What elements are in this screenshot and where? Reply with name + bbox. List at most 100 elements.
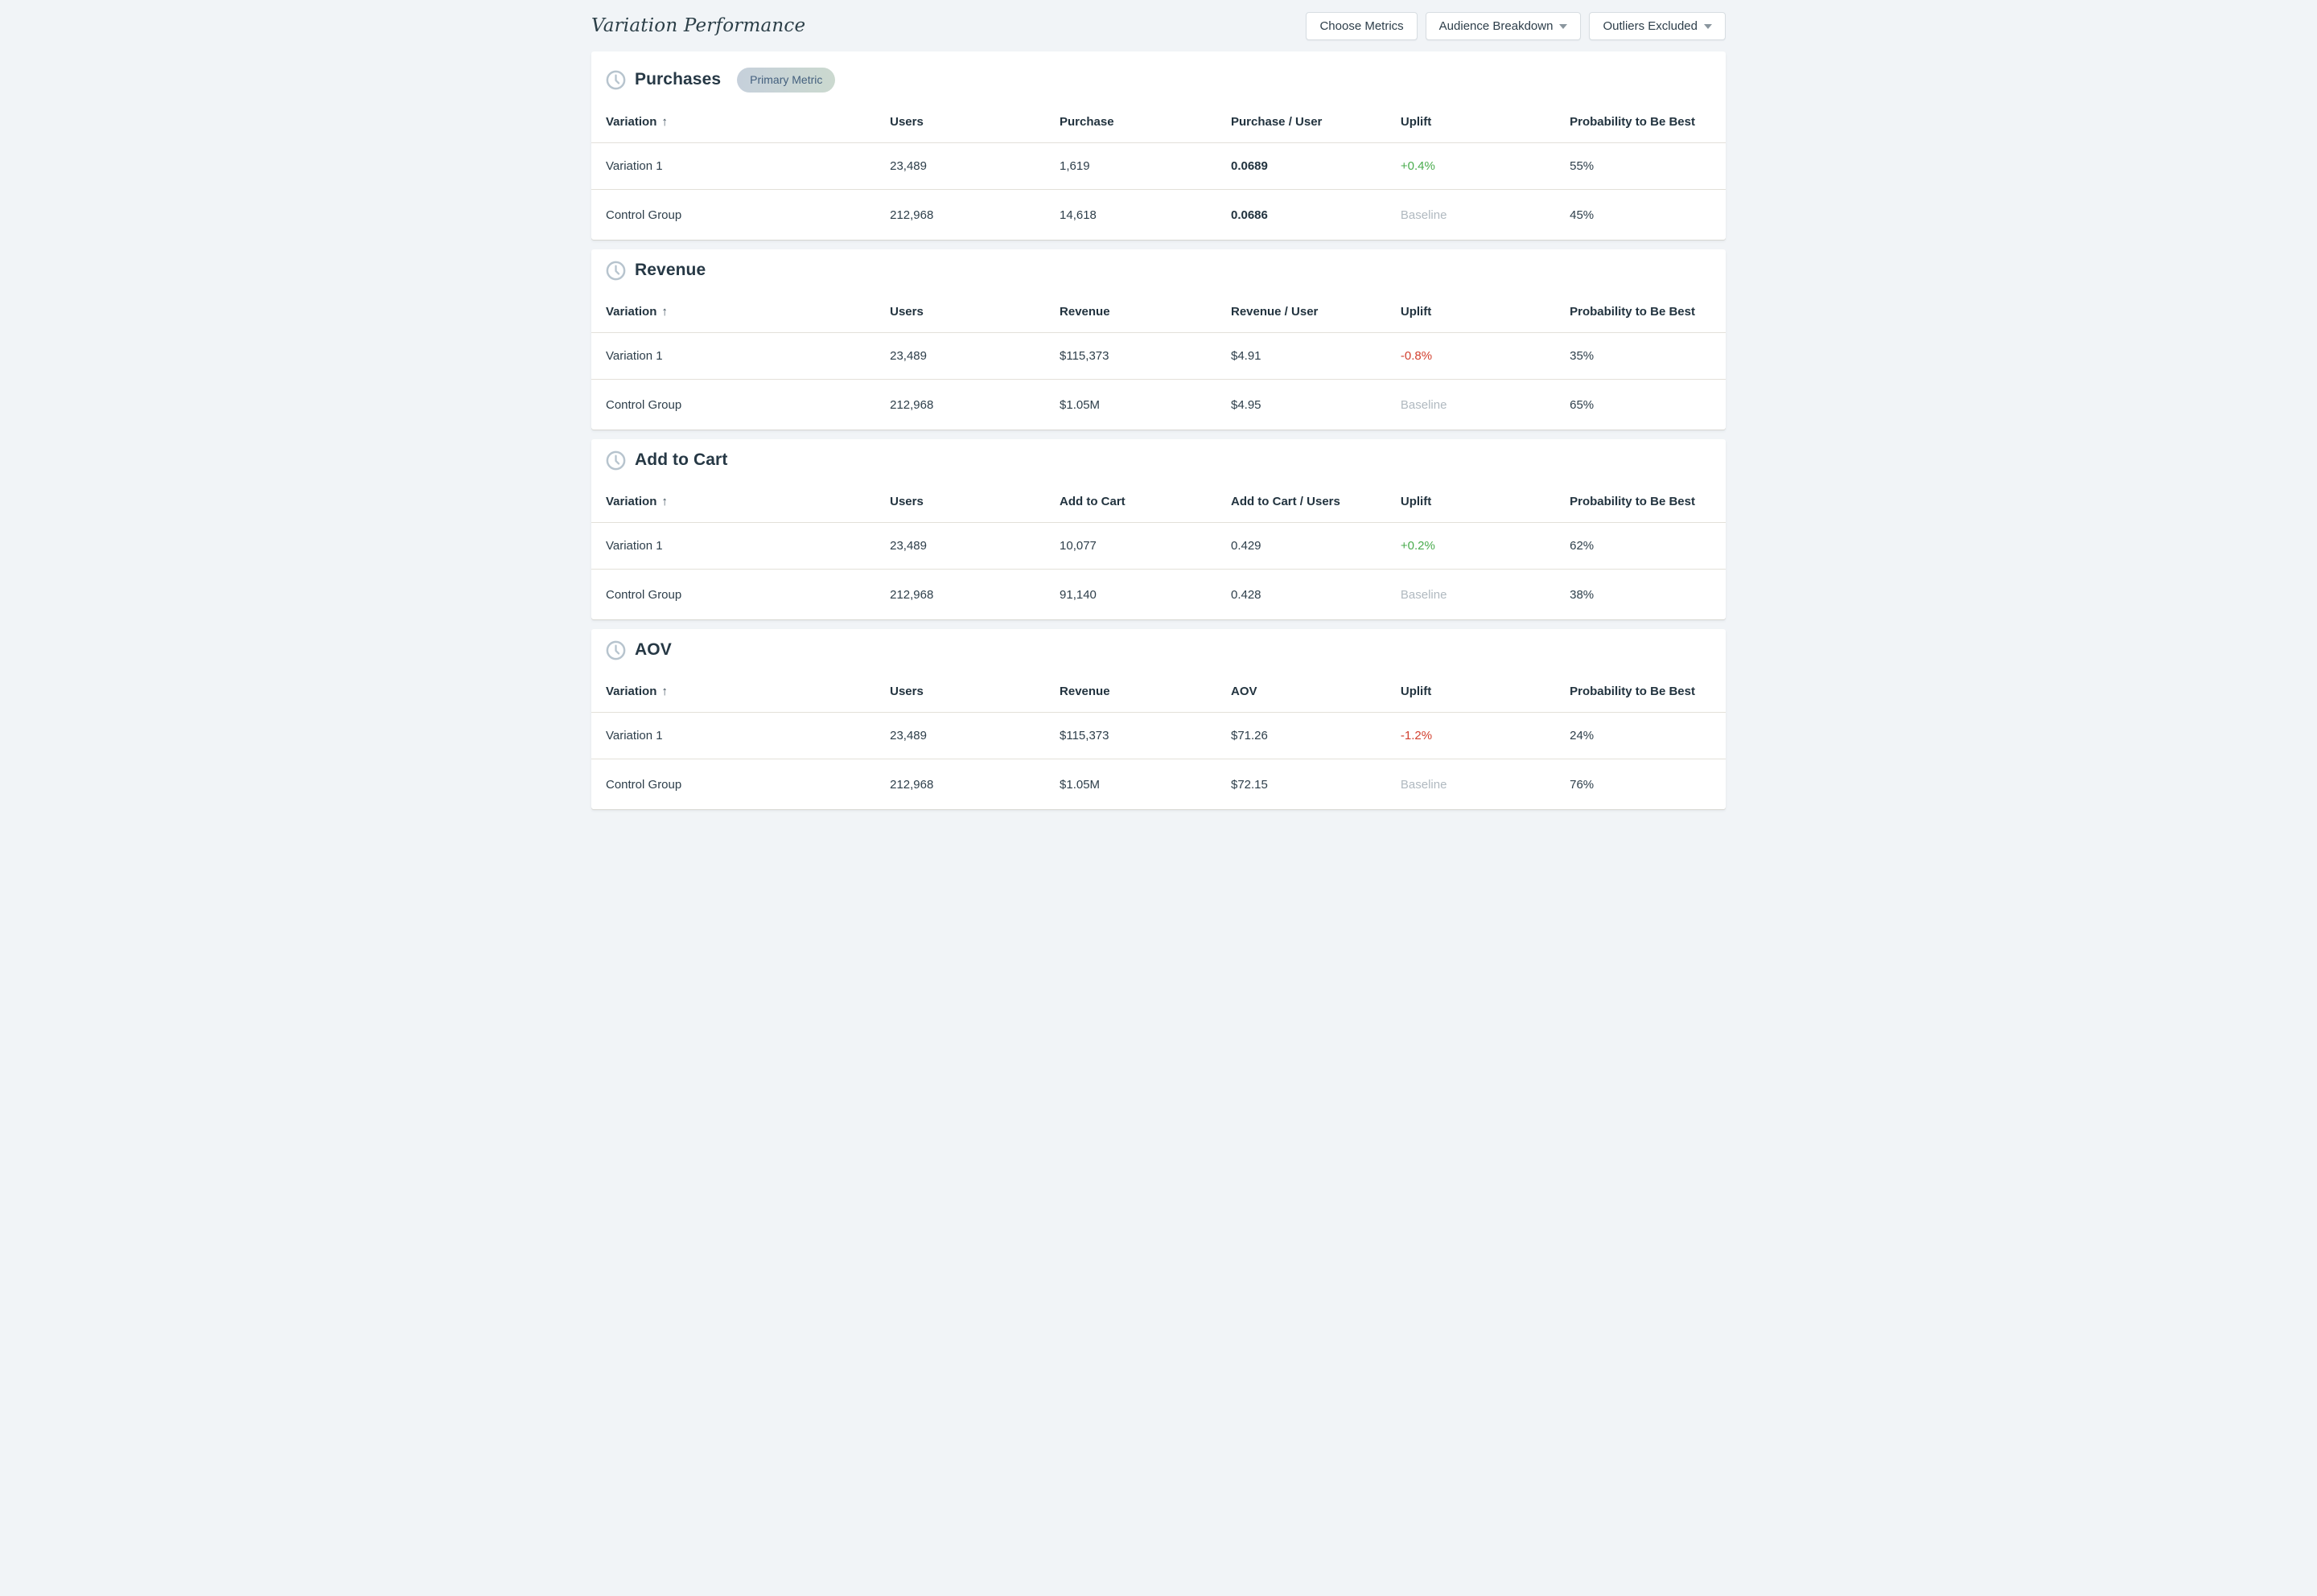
table-row: Control Group 212,968 $1.05M $72.15 Base…	[591, 759, 1726, 809]
cell-users: 23,489	[890, 349, 927, 363]
table-header-row: Variation ↑ Users Revenue Revenue / User …	[591, 291, 1726, 333]
column-header: Uplift	[1400, 495, 1432, 508]
cell-users: 212,968	[890, 208, 934, 222]
table-header-row: Variation ↑ Users Purchase Purchase / Use…	[591, 101, 1726, 143]
column-header: Uplift	[1400, 685, 1432, 698]
table-body: Variation 1 23,489 $115,373 $4.91 -0.8% …	[591, 333, 1726, 430]
metric-card: Add to Cart Variation ↑ Users Add to Cart…	[591, 439, 1726, 619]
cell-metric-per-user: 0.429	[1230, 539, 1261, 553]
sort-ascending-icon: ↑	[661, 685, 668, 698]
metric-card: Revenue Variation ↑ Users Revenue Revenue…	[591, 249, 1726, 430]
cell-metric-total: 1,619	[1060, 159, 1090, 173]
cell-variation: Control Group	[606, 397, 682, 412]
table-row: Variation 1 23,489 1,619 0.0689 +0.4% 55…	[591, 143, 1726, 190]
column-header-variation[interactable]: Variation ↑	[606, 495, 668, 508]
cell-variation: Control Group	[606, 587, 682, 602]
cell-probability-to-be-best: 65%	[1570, 397, 1595, 412]
metric-card: Purchases Primary Metric Variation ↑ User…	[591, 51, 1726, 240]
clock-icon	[606, 261, 626, 280]
cell-metric-total: $1.05M	[1060, 777, 1101, 792]
clock-icon	[606, 70, 626, 89]
column-header-variation[interactable]: Variation ↑	[606, 115, 668, 129]
column-header: Users	[890, 115, 924, 129]
sort-ascending-icon: ↑	[661, 495, 668, 508]
cell-probability-to-be-best: 45%	[1570, 208, 1595, 222]
column-header: Probability to Be Best	[1570, 495, 1695, 508]
cell-uplift: Baseline	[1400, 777, 1447, 792]
metric-card: AOV Variation ↑ Users Revenue AOV Uplift …	[591, 629, 1726, 809]
primary-metric-badge: Primary Metric	[737, 67, 836, 93]
cell-uplift: +0.2%	[1400, 539, 1435, 553]
cell-probability-to-be-best: 24%	[1570, 729, 1595, 742]
chevron-down-icon	[1559, 24, 1568, 29]
cell-users: 212,968	[890, 397, 934, 412]
clock-icon	[606, 640, 626, 660]
cell-metric-total: 10,077	[1060, 539, 1097, 553]
cell-variation: Variation 1	[606, 349, 663, 363]
cell-metric-per-user: 0.428	[1230, 587, 1261, 602]
table-row: Control Group 212,968 91,140 0.428 Basel…	[591, 570, 1726, 619]
column-header: Users	[890, 685, 924, 698]
cell-metric-total: $115,373	[1060, 349, 1109, 363]
cell-probability-to-be-best: 62%	[1570, 539, 1595, 553]
clock-icon	[606, 450, 626, 470]
table-header-row: Variation ↑ Users Add to Cart Add to Cart…	[591, 481, 1726, 523]
table-row: Control Group 212,968 14,618 0.0686 Base…	[591, 190, 1726, 240]
cell-uplift: Baseline	[1400, 587, 1447, 602]
cell-metric-total: $1.05M	[1060, 397, 1101, 412]
column-header: AOV	[1230, 685, 1257, 698]
sections: Purchases Primary Metric Variation ↑ User…	[579, 51, 1738, 821]
metric-card-header: AOV	[591, 629, 1726, 671]
cell-uplift: -1.2%	[1400, 729, 1433, 742]
cell-users: 212,968	[890, 587, 934, 602]
cell-probability-to-be-best: 35%	[1570, 349, 1595, 363]
cell-metric-per-user: $4.91	[1230, 349, 1261, 363]
column-header-variation[interactable]: Variation ↑	[606, 685, 668, 698]
outliers-excluded-label: Outliers Excluded	[1603, 19, 1698, 33]
top-bar: Variation Performance Choose Metrics Aud…	[579, 0, 1738, 51]
column-header: Revenue	[1060, 685, 1110, 698]
cell-probability-to-be-best: 55%	[1570, 159, 1595, 173]
metric-card-header: Purchases Primary Metric	[591, 51, 1726, 101]
table-body: Variation 1 23,489 10,077 0.429 +0.2% 62…	[591, 523, 1726, 619]
metric-card-header: Add to Cart	[591, 439, 1726, 481]
column-header: Users	[890, 495, 924, 508]
choose-metrics-label: Choose Metrics	[1319, 19, 1404, 33]
table-row: Variation 1 23,489 $115,373 $71.26 -1.2%…	[591, 713, 1726, 759]
cell-uplift: Baseline	[1400, 208, 1447, 222]
cell-metric-per-user: $71.26	[1230, 729, 1268, 742]
cell-metric-total: $115,373	[1060, 729, 1109, 742]
cell-metric-per-user: $4.95	[1230, 397, 1261, 412]
cell-metric-per-user: $72.15	[1230, 777, 1268, 792]
cell-probability-to-be-best: 76%	[1570, 777, 1595, 792]
audience-breakdown-label: Audience Breakdown	[1438, 19, 1554, 33]
choose-metrics-button[interactable]: Choose Metrics	[1306, 11, 1418, 40]
cell-variation: Variation 1	[606, 539, 663, 553]
column-header: Probability to Be Best	[1570, 115, 1695, 129]
column-header-variation[interactable]: Variation ↑	[606, 305, 668, 319]
column-header: Users	[890, 305, 924, 319]
column-header: Probability to Be Best	[1570, 685, 1695, 698]
metric-title: Purchases	[635, 70, 722, 88]
table-row: Variation 1 23,489 10,077 0.429 +0.2% 62…	[591, 523, 1726, 570]
page-title: Variation Performance	[591, 15, 806, 36]
cell-variation: Variation 1	[606, 729, 663, 742]
outliers-excluded-button[interactable]: Outliers Excluded	[1589, 11, 1726, 40]
cell-uplift: Baseline	[1400, 397, 1447, 412]
column-header: Add to Cart / Users	[1230, 495, 1340, 508]
cell-probability-to-be-best: 38%	[1570, 587, 1595, 602]
cell-variation: Control Group	[606, 208, 682, 222]
table-row: Variation 1 23,489 $115,373 $4.91 -0.8% …	[591, 333, 1726, 380]
cell-uplift: -0.8%	[1400, 349, 1433, 363]
column-header: Revenue / User	[1230, 305, 1319, 319]
audience-breakdown-button[interactable]: Audience Breakdown	[1425, 11, 1582, 40]
column-header: Uplift	[1400, 305, 1432, 319]
table-body: Variation 1 23,489 $115,373 $71.26 -1.2%…	[591, 713, 1726, 809]
metric-card-header: Revenue	[591, 249, 1726, 291]
cell-metric-total: 91,140	[1060, 587, 1097, 602]
column-header: Add to Cart	[1060, 495, 1126, 508]
cell-variation: Variation 1	[606, 159, 663, 173]
column-header: Purchase	[1060, 115, 1114, 129]
chevron-down-icon	[1704, 24, 1712, 29]
cell-metric-per-user: 0.0686	[1230, 208, 1268, 222]
